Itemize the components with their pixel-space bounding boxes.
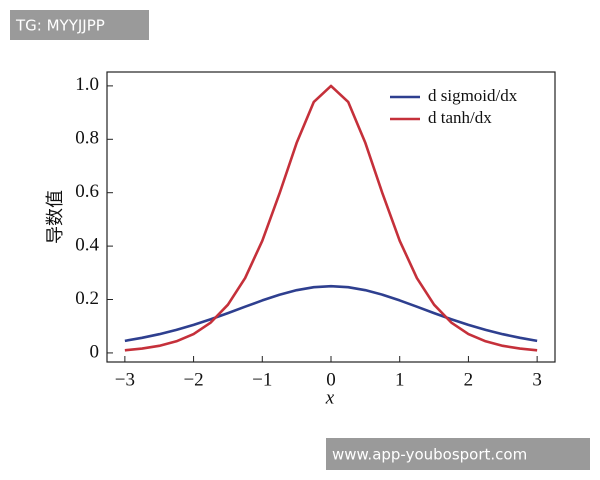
x-axis-label: x xyxy=(325,387,335,408)
y-tick-label: 0.8 xyxy=(75,128,99,149)
watermark: TG: MYYJJPP xyxy=(15,17,105,35)
legend-label: d sigmoid/dx xyxy=(428,86,518,105)
y-tick-label: 0.6 xyxy=(75,181,99,202)
y-tick-label: 1.0 xyxy=(75,74,99,95)
y-axis-label: 导数值 xyxy=(45,190,66,244)
x-tick-label: −1 xyxy=(252,369,272,390)
x-tick-label: 1 xyxy=(395,369,405,390)
line-series xyxy=(124,84,538,352)
watermark: www.app-youbosport.com xyxy=(332,446,527,464)
y-tick-label: 0.4 xyxy=(75,234,99,255)
line-series xyxy=(124,284,538,343)
x-tick-label: −2 xyxy=(183,369,203,390)
x-tick-label: 3 xyxy=(532,369,542,390)
x-tick-label: 2 xyxy=(464,369,474,390)
watermark-box xyxy=(10,10,149,40)
y-tick-label: 0 xyxy=(90,341,100,362)
x-tick-label: −3 xyxy=(115,369,135,390)
y-tick-label: 0.2 xyxy=(75,288,99,309)
watermark-box xyxy=(326,438,590,470)
legend-label: d tanh/dx xyxy=(428,108,492,127)
x-tick-label: 0 xyxy=(326,369,336,390)
